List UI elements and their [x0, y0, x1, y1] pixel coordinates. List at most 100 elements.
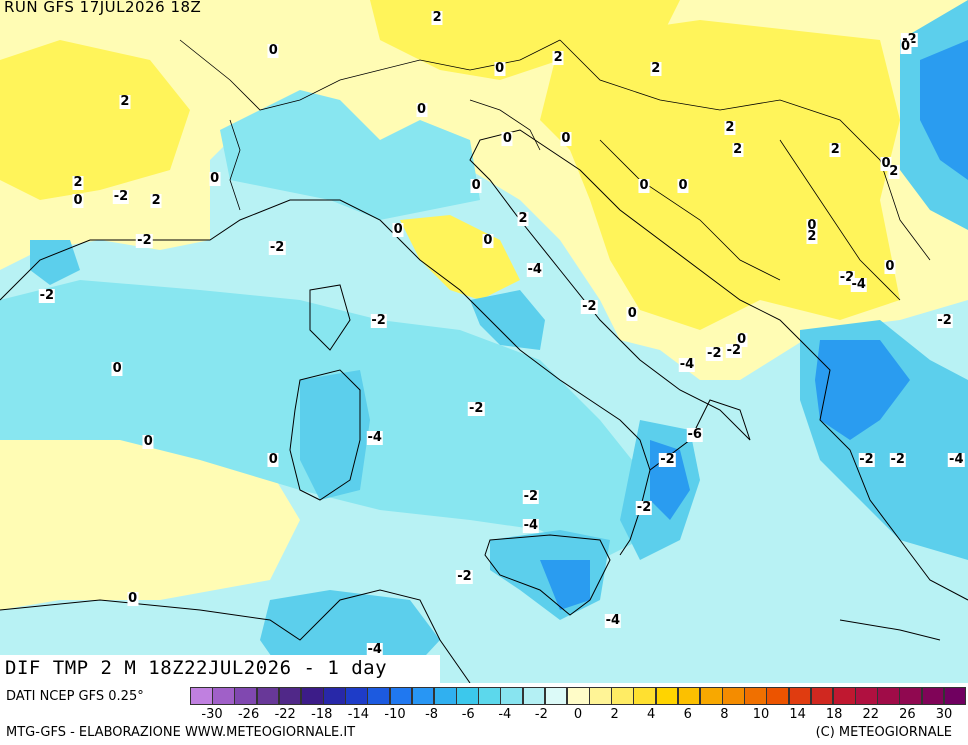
contour-label: 0 — [494, 61, 506, 77]
contour-label: -2 — [858, 452, 875, 468]
legend-tick-label: 4 — [647, 707, 656, 722]
contour-label: 0 — [884, 258, 896, 274]
legend-swatch — [633, 687, 657, 705]
contour-label: 2 — [119, 94, 131, 110]
legend-tick-label: -26 — [237, 707, 260, 722]
contour-label: 2 — [552, 50, 564, 66]
contour-label: 2 — [829, 141, 841, 157]
legend-tick-label: -10 — [384, 707, 406, 722]
map-title: DIF TMP 2 M 18Z22JUL2026 - 1 day — [5, 657, 388, 679]
contour-label: 2 — [431, 10, 443, 26]
country-borders — [179, 39, 931, 301]
legend-swatch — [544, 687, 568, 705]
legend-swatch — [766, 687, 790, 705]
contour-label: 2 — [806, 229, 818, 245]
contour-label: -2 — [936, 313, 953, 329]
legend-swatch — [456, 687, 479, 705]
negative-gulf-lion — [30, 240, 80, 285]
color-legend — [190, 687, 967, 705]
contour-label: -6 — [686, 426, 703, 442]
legend-swatch — [699, 687, 723, 705]
contour-label: 0 — [392, 222, 404, 238]
map-canvas — [0, 0, 968, 683]
negative-sardinia — [300, 370, 370, 500]
contour-label: 0 — [736, 331, 748, 347]
legend-swatch — [367, 687, 391, 705]
legend-swatch — [212, 687, 235, 705]
contour-label: 0 — [470, 178, 482, 194]
legend-tick-label: 2 — [610, 707, 619, 722]
map-title-box: DIF TMP 2 M 18Z22JUL2026 - 1 day — [0, 655, 440, 683]
data-source-label: DATI NCEP GFS 0.25° — [6, 689, 144, 704]
strong-positive-balkans — [540, 20, 900, 330]
negative-alps — [220, 90, 480, 220]
legend-tick-label: 22 — [862, 707, 880, 722]
contour-label: 0 — [501, 130, 513, 146]
legend-swatch — [190, 687, 213, 705]
contour-label: 0 — [267, 452, 279, 468]
legend-tick-label: -6 — [461, 707, 475, 722]
legend-swatch — [810, 687, 834, 705]
legend-swatch — [522, 687, 546, 705]
contour-label: 2 — [732, 141, 744, 157]
contour-label: -2 — [38, 287, 56, 303]
contour-label: 2 — [72, 174, 84, 190]
legend-swatch — [722, 687, 745, 705]
legend-tick-label: -14 — [347, 707, 370, 722]
contour-label: 0 — [209, 170, 221, 186]
legend-tick-label: 8 — [720, 707, 729, 722]
contour-label: -4 — [366, 430, 383, 446]
contour-label: -2 — [706, 346, 723, 362]
contour-label: 0 — [806, 218, 818, 234]
contour-label: 0 — [560, 130, 572, 146]
legend-swatch — [899, 687, 923, 705]
temperature-map — [0, 0, 968, 683]
legend-tick-label: -22 — [274, 707, 296, 722]
legend-tick-label: 18 — [825, 707, 843, 722]
legend-swatch — [433, 687, 457, 705]
legend-swatch — [744, 687, 767, 705]
coastlines — [0, 129, 968, 683]
legend-swatch — [855, 687, 878, 705]
contour-label: -4 — [526, 262, 543, 278]
legend-swatch — [611, 687, 634, 705]
legend-swatch — [943, 687, 967, 705]
contour-label: -2 — [659, 452, 676, 468]
legend-swatch — [877, 687, 900, 705]
strong-negative-east — [920, 40, 968, 180]
legend-swatch — [500, 687, 524, 705]
contour-label: -2 — [581, 298, 598, 314]
legend-swatch — [411, 687, 435, 705]
negative-lazio — [470, 290, 545, 350]
contour-label: -2 — [889, 452, 906, 468]
contour-label: -2 — [725, 342, 743, 358]
legend-tick-label: 30 — [935, 707, 953, 722]
contour-label: 0 — [482, 233, 494, 249]
legend-tick-label: -2 — [534, 707, 548, 722]
contour-label: -2 — [136, 233, 153, 249]
contour-label: -2 — [467, 401, 485, 417]
contour-label: 2 — [724, 119, 736, 135]
legend-swatch — [278, 687, 302, 705]
legend-swatch — [788, 687, 812, 705]
legend-tick-label: 10 — [752, 707, 770, 722]
run-title: RUN GFS 17JUL2026 18Z — [4, 0, 202, 16]
legend-swatch — [389, 687, 413, 705]
contour-label: 0 — [267, 43, 279, 59]
contour-label: -2 — [456, 569, 473, 585]
strong-positive-central-europe — [370, 0, 680, 80]
contour-label: 0 — [900, 39, 912, 55]
legend-swatch — [234, 687, 257, 705]
contour-label: 0 — [880, 156, 892, 172]
legend-tick-label: 0 — [573, 707, 583, 722]
contour-label: 0 — [677, 178, 689, 194]
legend-swatch — [589, 687, 612, 705]
legend-swatch — [655, 687, 679, 705]
legend-tick-label: -18 — [311, 707, 333, 722]
contour-label: 0 — [626, 306, 638, 322]
contour-label: -4 — [604, 612, 622, 628]
contour-label: 2 — [650, 61, 662, 77]
contour-label: -2 — [370, 313, 387, 329]
legend-swatch — [566, 687, 590, 705]
contour-label: 0 — [142, 433, 154, 449]
